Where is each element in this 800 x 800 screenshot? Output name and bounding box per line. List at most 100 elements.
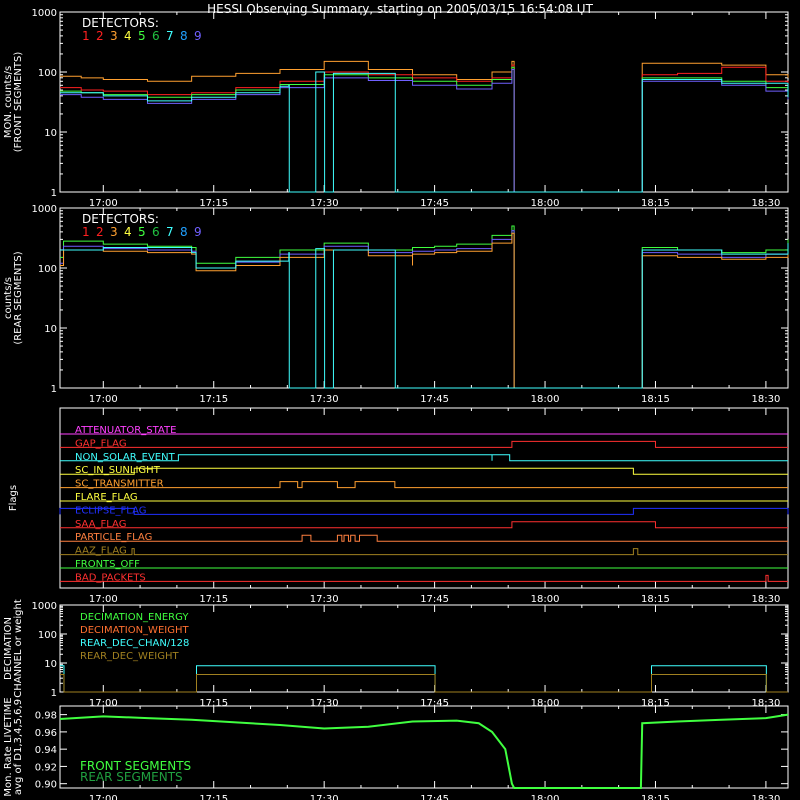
y-tick-label: 1	[51, 384, 57, 395]
decimation-panel: 17:00 17:15 17:30 17:45 18:00 18:15 18:30 1 10 10…	[3, 599, 789, 709]
x-tick-label: 17:15	[199, 594, 228, 605]
x-tick-label: 17:00	[89, 794, 118, 800]
detector-series-line	[60, 232, 789, 389]
legend-title: DETECTORS:	[82, 212, 159, 226]
flags-frame	[59, 407, 789, 589]
legend-detector-number: 4	[124, 225, 132, 239]
y-tick-label: 10	[44, 324, 57, 335]
x-tick-label: 17:00	[89, 198, 118, 209]
flag-label: NON_SOLAR_EVENT	[75, 452, 176, 463]
y-tick-label: 10	[44, 128, 57, 139]
flag-label: AAZ_FLAG	[75, 546, 127, 557]
detector-series-line	[60, 66, 789, 193]
flag-line	[60, 454, 788, 462]
flag-label: FLARE_FLAG	[75, 492, 138, 503]
flag-label: SC_TRANSMITTER	[75, 479, 164, 490]
y-axis-title: MON. counts/s	[3, 66, 14, 138]
flag-line	[60, 548, 788, 556]
y-tick-label: 1000	[32, 204, 57, 215]
x-tick-label: 18:00	[531, 394, 560, 405]
legend-detector-number: 5	[138, 29, 146, 43]
y-tick-label: 0.90	[35, 780, 57, 791]
legend-detector-number: 8	[180, 29, 188, 43]
x-tick-label: 17:15	[199, 198, 228, 209]
flags-panel: 17:00 17:15 17:30 17:45 18:00 18:15 18:30 Flags…	[8, 407, 789, 605]
legend-detector-number: 6	[152, 29, 160, 43]
detector-series-line	[60, 71, 789, 193]
front-panel: 17:00 17:15 17:30 17:45 18:00 18:15 18:30 1 10 10…	[3, 8, 789, 209]
x-tick-label: 17:45	[420, 198, 449, 209]
x-tick-label: 18:30	[751, 794, 780, 800]
x-tick-label: 17:15	[199, 794, 228, 800]
y-tick-label: 100	[38, 630, 57, 641]
y-tick-label: 100	[38, 264, 57, 275]
rear-panel: 17:00 17:15 17:30 17:45 18:00 18:15 18:30 1 10 10…	[3, 204, 789, 405]
x-tick-label: 18:15	[641, 794, 670, 800]
flag-line	[60, 534, 788, 542]
x-tick-label: 17:30	[310, 594, 339, 605]
flag-line	[60, 574, 788, 582]
x-tick-label: 17:30	[310, 698, 339, 709]
x-tick-label: 17:30	[310, 794, 339, 800]
x-tick-label: 17:45	[420, 594, 449, 605]
legend-detector-number: 1	[82, 225, 90, 239]
x-tick-label: 18:15	[641, 394, 670, 405]
x-tick-label: 18:00	[531, 594, 560, 605]
flag-label: BAD_PACKETS	[75, 572, 146, 583]
x-tick-label: 18:30	[751, 594, 780, 605]
y-axis-title: counts/s	[3, 277, 14, 319]
flag-line	[60, 481, 788, 489]
x-tick-label: 17:45	[420, 698, 449, 709]
legend-detector-number: 1	[82, 29, 90, 43]
x-tick-label: 18:00	[531, 698, 560, 709]
livetime-frame	[59, 705, 789, 789]
y-tick-label: 0.92	[35, 762, 57, 773]
decimation-legend-label: DECIMATION_WEIGHT	[80, 625, 189, 636]
x-tick-label: 18:30	[751, 394, 780, 405]
legend-detector-number: 9	[194, 225, 202, 239]
y-tick-label: 100	[38, 68, 57, 79]
legend-detector-number: 6	[152, 225, 160, 239]
y-axis-title: Mon. Rate LIVETIME	[3, 697, 14, 796]
decimation-frame	[59, 604, 789, 693]
x-tick-label: 18:30	[751, 198, 780, 209]
y-tick-label: 0.98	[35, 711, 57, 722]
y-tick-label: 0.94	[35, 745, 57, 756]
flag-line	[60, 440, 788, 448]
y-axis-title: avg of D1,3,4,5,6,9	[13, 699, 24, 795]
y-tick-label: 1000	[32, 601, 57, 612]
x-tick-label: 18:15	[641, 698, 670, 709]
y-axis-title: DECIMATION	[3, 617, 14, 680]
x-tick-label: 17:30	[310, 394, 339, 405]
livetime-panel: 17:00 17:15 17:30 17:45 18:00 18:15 18:30 Mon. …	[3, 697, 789, 800]
decimation-series-line	[60, 674, 788, 693]
legend-detector-number: 4	[124, 29, 132, 43]
decimation-legend-label: DECIMATION_ENERGY	[80, 612, 189, 623]
legend-detector-number: 3	[110, 225, 118, 239]
detector-series-line	[60, 64, 789, 193]
flag-label: SC_IN_SUNLIGHT	[75, 465, 161, 476]
x-tick-label: 18:15	[641, 198, 670, 209]
legend-detector-number: 3	[110, 29, 118, 43]
x-tick-label: 17:15	[199, 394, 228, 405]
flag-label: FRONTS_OFF	[75, 559, 140, 570]
detector-series-line	[60, 225, 789, 389]
x-tick-label: 18:15	[641, 594, 670, 605]
y-axis-title: CHANNEL or weight	[13, 599, 24, 698]
x-tick-label: 18:30	[751, 698, 780, 709]
legend-title: DETECTORS:	[82, 16, 159, 30]
decimation-series-line	[60, 665, 788, 693]
legend-detector-number: 9	[194, 29, 202, 43]
y-tick-label: 10	[44, 659, 57, 670]
x-tick-label: 17:00	[89, 594, 118, 605]
x-tick-label: 17:00	[89, 394, 118, 405]
flag-line	[59, 507, 789, 515]
x-tick-label: 17:45	[420, 394, 449, 405]
legend-detector-number: 8	[180, 225, 188, 239]
y-tick-label: 0.96	[35, 728, 57, 739]
flag-label: ATTENUATOR_STATE	[75, 425, 176, 436]
y-tick-label: 1	[51, 188, 57, 199]
x-tick-label: 18:00	[531, 794, 560, 800]
legend-detector-number: 5	[138, 225, 146, 239]
